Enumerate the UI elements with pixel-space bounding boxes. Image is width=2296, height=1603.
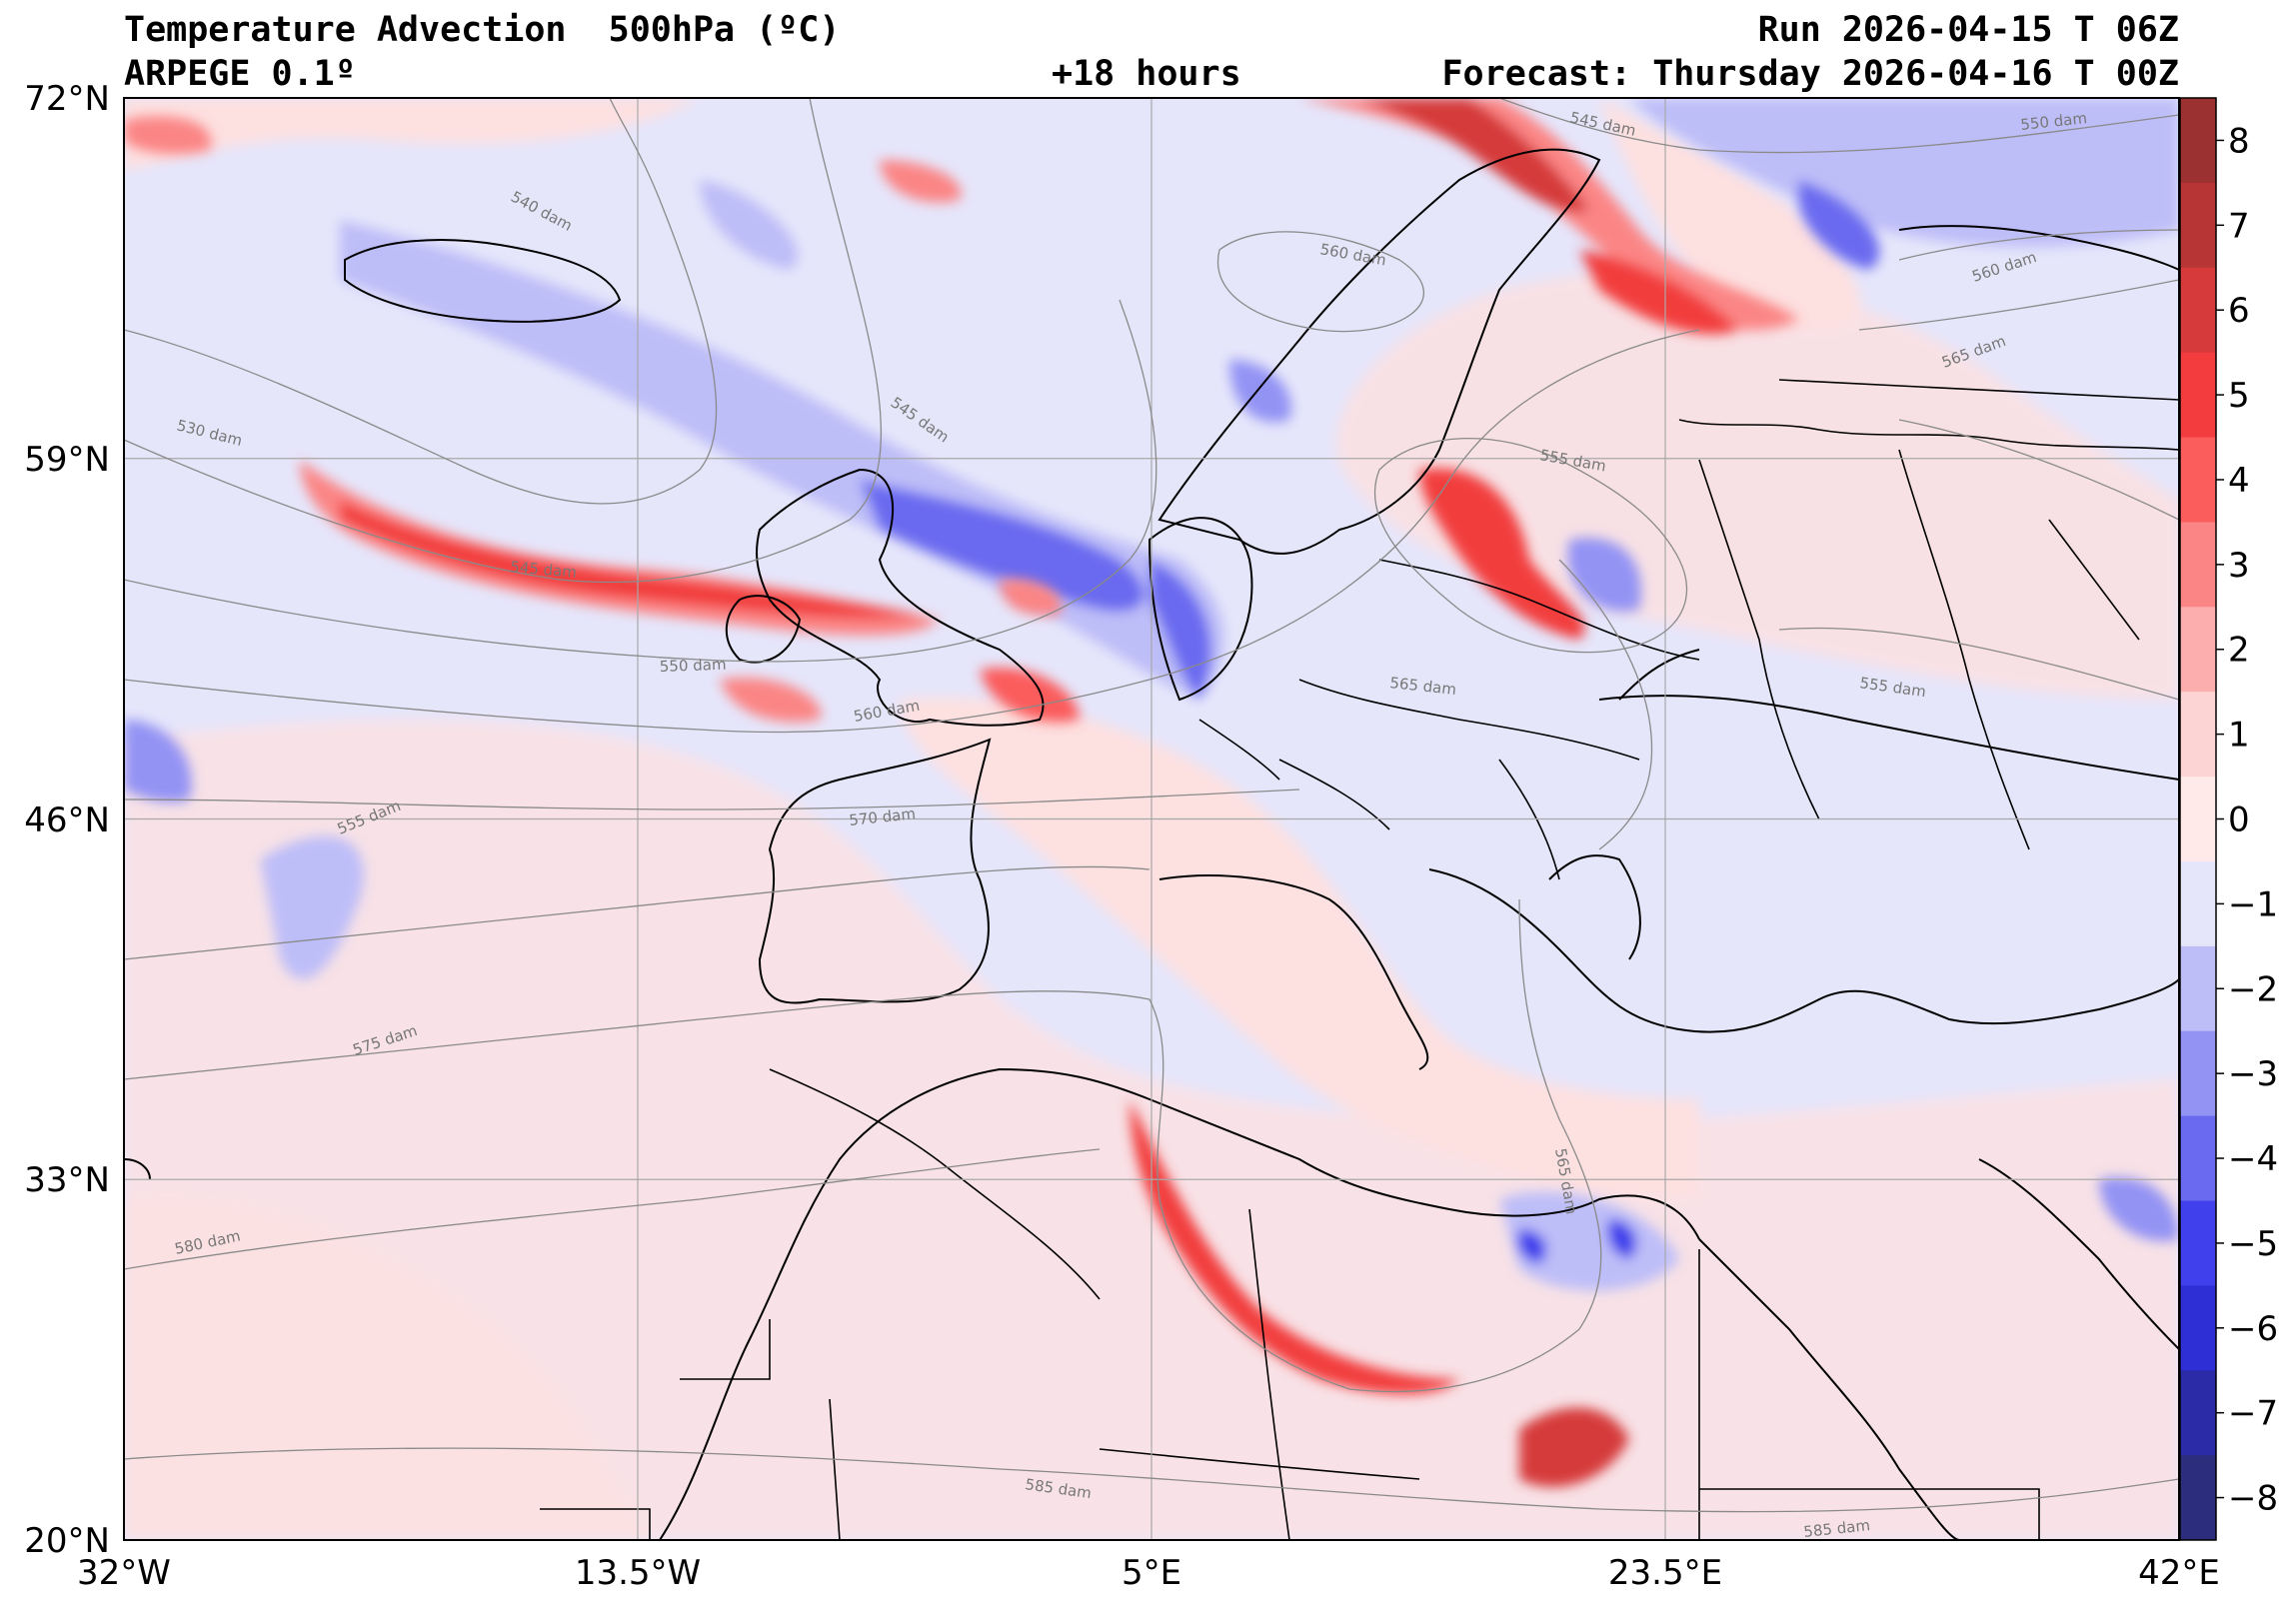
colorbar-tick-label: 4 [2228, 461, 2250, 501]
colorbar-segment [2180, 437, 2216, 523]
colorbar-segment [2180, 607, 2216, 693]
map-title: Temperature Advection 500hPa (ºC) [124, 10, 841, 50]
colorbar-segment [2180, 98, 2216, 184]
forecast-time: Forecast: Thursday 2026-04-16 T 00Z [1441, 54, 2179, 94]
map-area: 540 dam 545 dam 530 dam 545 dam 550 dam … [124, 98, 2179, 1541]
colorbar-segment [2180, 1285, 2216, 1371]
borders [540, 379, 2179, 1540]
lon-tick: 5°E [1122, 1553, 1181, 1593]
colorbar-tick-label: −1 [2228, 884, 2278, 924]
colorbar-tick-label: 8 [2228, 121, 2250, 161]
colorbar-ticks: 8 7 6 5 4 3 2 1 0 −1 −2 −3 −4 −5 −6 −7 −8 [2216, 121, 2278, 1519]
colorbar-tick-label: −2 [2228, 969, 2278, 1009]
colorbar-tick-label: 5 [2228, 376, 2250, 416]
colorbar-segment [2180, 1370, 2216, 1456]
lat-tick: 33°N [24, 1160, 110, 1200]
colorbar-segment [2180, 267, 2216, 354]
lon-tick: 32°W [77, 1553, 171, 1593]
coastlines [124, 148, 2179, 1540]
colorbar-tick-label: −5 [2228, 1224, 2278, 1264]
colorbar-tick-label: 6 [2228, 291, 2250, 331]
colorbar-segment [2180, 692, 2216, 778]
colorbar-tick-label: 1 [2228, 716, 2250, 756]
colorbar-tick-label: 0 [2228, 801, 2250, 840]
lon-tick: 23.5°E [1608, 1553, 1722, 1593]
warm-advection-bands [124, 98, 1799, 1487]
colorbar-segment [2180, 1030, 2216, 1117]
lat-tick: 72°N [24, 79, 110, 119]
colorbar-segment [2180, 945, 2216, 1032]
colorbar-tick-label: 2 [2228, 631, 2250, 671]
colorbar-tick-label: −7 [2228, 1394, 2278, 1434]
lon-tick: 42°E [2138, 1553, 2220, 1593]
colorbar-tick-label: 3 [2228, 546, 2250, 586]
longitude-ticks: 32°W 13.5°W 5°E 23.5°E 42°E [77, 1553, 2220, 1593]
colorbar-tick-label: −8 [2228, 1479, 2278, 1519]
colorbar-tick-label: −3 [2228, 1054, 2278, 1094]
geopotential-contours [124, 98, 2179, 1513]
model-name: ARPEGE 0.1º [124, 54, 356, 94]
lat-tick: 46°N [24, 801, 110, 840]
contour-label: 545 dam [510, 558, 578, 582]
colorbar-tick-label: −4 [2228, 1139, 2278, 1179]
colorbar-segment [2180, 1115, 2216, 1201]
run-time: Run 2026-04-15 T 06Z [1757, 10, 2179, 50]
colorbar-segment [2180, 777, 2216, 862]
lon-tick: 13.5°W [575, 1553, 701, 1593]
colorbar-segment [2180, 182, 2216, 269]
colorbar-tick-label: −6 [2228, 1309, 2278, 1349]
colorbar-segment [2180, 1200, 2216, 1286]
contour-label: 550 dam [660, 656, 727, 676]
colorbar-segment [2180, 352, 2216, 439]
lead-time: +18 hours [1052, 54, 1241, 94]
contour-label: 585 dam [1803, 1516, 1871, 1541]
lat-tick: 59°N [24, 440, 110, 480]
lat-tick: 20°N [24, 1521, 110, 1561]
colorbar-segment [2180, 1455, 2216, 1541]
colorbar-segment [2180, 860, 2216, 947]
colorbar [2179, 97, 2217, 1541]
map-frame [123, 97, 2180, 1541]
colorbar-segment [2180, 522, 2216, 608]
latitude-ticks: 72°N 59°N 46°N 33°N 20°N [24, 79, 110, 1561]
colorbar-tick-label: 7 [2228, 206, 2250, 246]
